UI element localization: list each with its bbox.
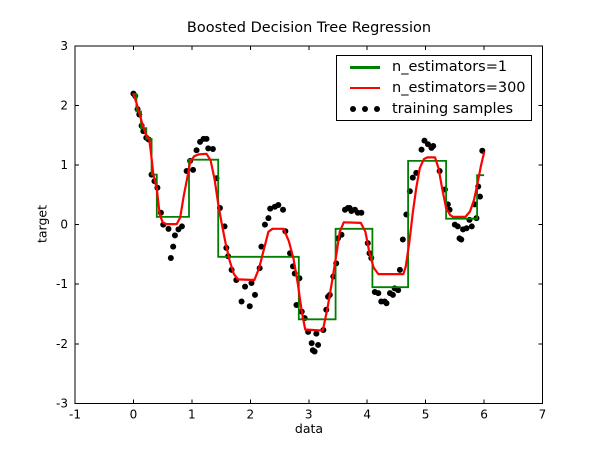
training-sample-point xyxy=(430,143,437,150)
dot-swatch xyxy=(374,105,380,112)
training-sample-point xyxy=(463,225,470,232)
dot-swatch xyxy=(350,105,356,112)
training-sample-point xyxy=(375,290,382,297)
training-sample-point xyxy=(454,223,461,230)
training-sample-point xyxy=(418,146,425,153)
legend-label: n_estimators=1 xyxy=(392,59,508,76)
training-sample-point xyxy=(238,298,245,305)
dot-swatch xyxy=(362,105,368,112)
training-sample-point xyxy=(246,303,253,310)
red-line-swatch xyxy=(350,86,380,90)
training-sample-point xyxy=(209,146,216,153)
training-sample-point xyxy=(170,243,177,250)
training-sample-point xyxy=(205,145,212,152)
scatter-dots-sample-icon xyxy=(350,105,380,112)
series-n-estimators-300 xyxy=(132,93,486,332)
x-tick-label: 0 xyxy=(130,407,138,421)
training-sample-point xyxy=(395,287,402,294)
training-sample-point xyxy=(258,243,265,250)
y-tick-label: 2 xyxy=(60,99,68,113)
training-sample-point xyxy=(275,201,282,208)
chart-title: Boosted Decision Tree Regression xyxy=(186,20,432,36)
legend-item-training-samples: training samples xyxy=(337,98,531,119)
legend-label: training samples xyxy=(392,100,514,117)
x-tick-label: 5 xyxy=(422,407,430,421)
training-sample-point xyxy=(251,291,258,298)
training-sample-point xyxy=(167,254,174,261)
x-tick-label: 1 xyxy=(188,407,196,421)
training-sample-point xyxy=(190,166,197,173)
training-sample-point xyxy=(165,225,172,232)
x-tick-label: 7 xyxy=(539,407,547,421)
y-axis-label: target xyxy=(34,204,50,244)
legend-label: n_estimators=300 xyxy=(392,80,526,96)
training-sample-point xyxy=(476,193,483,200)
training-sample-point xyxy=(267,205,274,212)
y-tick-label: -1 xyxy=(56,277,68,291)
x-tick-label: 2 xyxy=(246,407,254,421)
y-tick-label: 1 xyxy=(60,158,68,172)
training-sample-point xyxy=(261,221,268,228)
x-tick-label: 6 xyxy=(480,407,488,421)
training-sample-point xyxy=(389,291,396,298)
y-tick-label: -2 xyxy=(56,337,68,351)
x-tick-label: -1 xyxy=(69,407,81,421)
green-line-swatch xyxy=(350,66,380,69)
training-sample-point xyxy=(468,223,475,230)
x-axis-label: data xyxy=(294,421,324,436)
training-sample-point xyxy=(458,236,465,243)
legend: n_estimators=1 n_estimators=300 training… xyxy=(336,55,532,121)
training-sample-point xyxy=(383,300,390,307)
y-tick-label: 3 xyxy=(60,39,68,53)
x-tick-label: 4 xyxy=(363,407,371,421)
training-sample-point xyxy=(248,280,255,287)
y-tick-label: -3 xyxy=(56,396,68,410)
training-sample-point xyxy=(358,209,365,216)
training-sample-point xyxy=(171,232,178,239)
training-sample-point xyxy=(265,215,272,222)
training-sample-point xyxy=(193,147,200,154)
legend-item-n-estimators-1: n_estimators=1 xyxy=(337,57,531,78)
x-tick-label: 3 xyxy=(305,407,313,421)
training-sample-point xyxy=(280,206,287,213)
red-line-sample-icon xyxy=(350,86,380,90)
training-sample-point xyxy=(178,223,185,230)
training-sample-point xyxy=(396,266,403,273)
green-line-sample-icon xyxy=(350,66,380,69)
legend-item-n-estimators-300: n_estimators=300 xyxy=(337,78,531,99)
y-tick-label: 0 xyxy=(60,218,68,232)
training-sample-point xyxy=(203,135,210,142)
training-sample-point xyxy=(242,283,249,290)
training-sample-point xyxy=(313,330,320,337)
training-sample-point xyxy=(308,340,315,347)
training-sample-point xyxy=(466,216,473,223)
training-sample-point xyxy=(399,236,406,243)
training-sample-point xyxy=(315,341,322,348)
training-sample-point xyxy=(311,348,318,355)
training-sample-point xyxy=(409,174,416,181)
